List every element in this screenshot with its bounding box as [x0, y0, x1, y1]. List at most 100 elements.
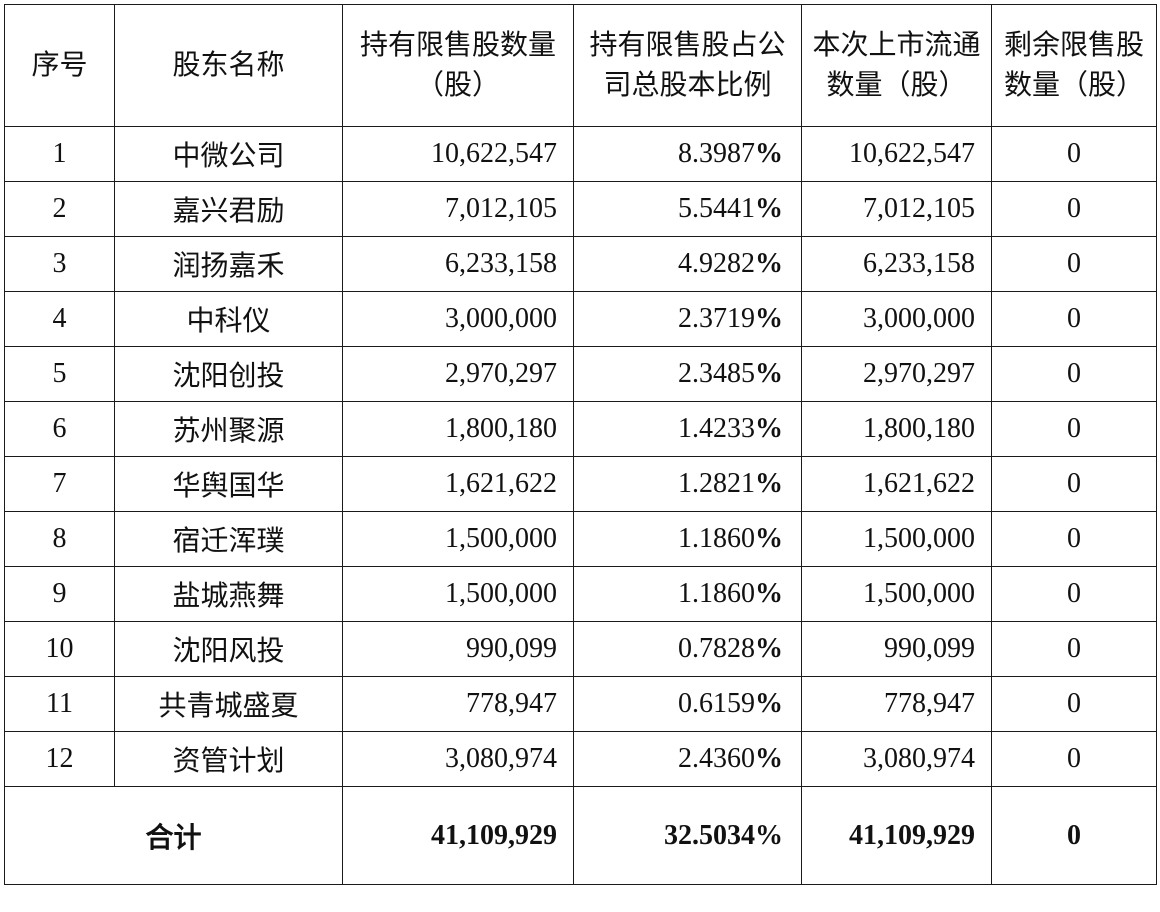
row-shareholder-name: 中微公司: [114, 126, 343, 182]
row-restricted-shares: 7,012,105: [342, 181, 574, 237]
row-no: 6: [4, 401, 115, 457]
row-listed-shares: 1,500,000: [801, 511, 992, 567]
row-remaining: 0: [991, 401, 1157, 457]
row-no: 5: [4, 346, 115, 402]
row-ratio: 1.1860%: [573, 511, 802, 567]
row-ratio: 2.3719%: [573, 291, 802, 347]
percent-sign: %: [755, 248, 783, 279]
row-shareholder-name: 华舆国华: [114, 456, 343, 512]
row-ratio: 0.6159%: [573, 676, 802, 732]
row-remaining: 0: [991, 346, 1157, 402]
table-row: 1 中微公司 10,622,547 8.3987% 10,622,547 0: [4, 126, 1157, 182]
row-listed-shares: 3,080,974: [801, 731, 992, 787]
row-no: 8: [4, 511, 115, 567]
row-ratio: 1.1860%: [573, 566, 802, 622]
ratio-value: 2.3719: [678, 303, 755, 334]
header-remaining: 剩余限售股数量（股）: [991, 4, 1157, 127]
row-ratio: 2.3485%: [573, 346, 802, 402]
row-remaining: 0: [991, 236, 1157, 292]
percent-sign: %: [755, 523, 783, 554]
table-header: 序号 股东名称 持有限售股数量（股） 持有限售股占公司总股本比例 本次上市流通数…: [4, 4, 1157, 127]
row-listed-shares: 1,621,622: [801, 456, 992, 512]
row-remaining: 0: [991, 676, 1157, 732]
row-remaining: 0: [991, 566, 1157, 622]
ratio-value: 1.2821: [678, 468, 755, 499]
total-label: 合计: [4, 786, 343, 885]
row-restricted-shares: 990,099: [342, 621, 574, 677]
percent-sign: %: [755, 688, 783, 719]
row-shareholder-name: 润扬嘉禾: [114, 236, 343, 292]
row-ratio: 8.3987%: [573, 126, 802, 182]
table-row: 4 中科仪 3,000,000 2.3719% 3,000,000 0: [4, 291, 1157, 347]
total-ratio: 32.5034%: [573, 786, 802, 885]
row-listed-shares: 3,000,000: [801, 291, 992, 347]
ratio-value: 0.7828: [678, 633, 755, 664]
row-remaining: 0: [991, 126, 1157, 182]
percent-sign: %: [755, 578, 783, 609]
row-restricted-shares: 1,500,000: [342, 566, 574, 622]
row-ratio: 0.7828%: [573, 621, 802, 677]
table-row: 11 共青城盛夏 778,947 0.6159% 778,947 0: [4, 676, 1157, 732]
row-no: 1: [4, 126, 115, 182]
row-ratio: 1.4233%: [573, 401, 802, 457]
percent-sign: %: [755, 138, 783, 169]
row-shareholder-name: 苏州聚源: [114, 401, 343, 457]
row-ratio: 2.4360%: [573, 731, 802, 787]
row-no: 11: [4, 676, 115, 732]
row-listed-shares: 7,012,105: [801, 181, 992, 237]
row-listed-shares: 1,500,000: [801, 566, 992, 622]
percent-sign: %: [755, 358, 783, 389]
total-row: 合计 41,109,929 32.5034% 41,109,929 0: [4, 786, 1157, 885]
row-ratio: 4.9282%: [573, 236, 802, 292]
table-body: 1 中微公司 10,622,547 8.3987% 10,622,547 0 2 嘉兴君励 7,…: [4, 126, 1157, 885]
row-no: 10: [4, 621, 115, 677]
percent-sign: %: [755, 743, 783, 774]
row-restricted-shares: 778,947: [342, 676, 574, 732]
row-ratio: 1.2821%: [573, 456, 802, 512]
ratio-value: 1.1860: [678, 578, 755, 609]
header-listed-shares: 本次上市流通数量（股）: [801, 4, 992, 127]
row-no: 7: [4, 456, 115, 512]
row-shareholder-name: 嘉兴君励: [114, 181, 343, 237]
total-remaining: 0: [991, 786, 1157, 885]
table-row: 9 盐城燕舞 1,500,000 1.1860% 1,500,000 0: [4, 566, 1157, 622]
row-restricted-shares: 1,621,622: [342, 456, 574, 512]
percent-sign: %: [755, 193, 783, 224]
table-row: 6 苏州聚源 1,800,180 1.4233% 1,800,180 0: [4, 401, 1157, 457]
table-row: 8 宿迁浑璞 1,500,000 1.1860% 1,500,000 0: [4, 511, 1157, 567]
ratio-value: 5.5441: [678, 193, 755, 224]
ratio-value: 2.3485: [678, 358, 755, 389]
ratio-value: 1.4233: [678, 413, 755, 444]
row-restricted-shares: 2,970,297: [342, 346, 574, 402]
header-restricted-shares: 持有限售股数量（股）: [342, 4, 574, 127]
table-row: 10 沈阳风投 990,099 0.7828% 990,099 0: [4, 621, 1157, 677]
row-shareholder-name: 沈阳创投: [114, 346, 343, 402]
row-no: 3: [4, 236, 115, 292]
row-listed-shares: 2,970,297: [801, 346, 992, 402]
table-row: 5 沈阳创投 2,970,297 2.3485% 2,970,297 0: [4, 346, 1157, 402]
row-no: 12: [4, 731, 115, 787]
row-no: 4: [4, 291, 115, 347]
total-listed-shares: 41,109,929: [801, 786, 992, 885]
header-no: 序号: [4, 4, 115, 127]
total-restricted-shares: 41,109,929: [342, 786, 574, 885]
ratio-value: 4.9282: [678, 248, 755, 279]
row-shareholder-name: 沈阳风投: [114, 621, 343, 677]
table-row: 3 润扬嘉禾 6,233,158 4.9282% 6,233,158 0: [4, 236, 1157, 292]
row-shareholder-name: 盐城燕舞: [114, 566, 343, 622]
row-remaining: 0: [991, 511, 1157, 567]
row-restricted-shares: 10,622,547: [342, 126, 574, 182]
ratio-value: 8.3987: [678, 138, 755, 169]
row-remaining: 0: [991, 621, 1157, 677]
ratio-value: 0.6159: [678, 688, 755, 719]
header-name: 股东名称: [114, 4, 343, 127]
row-restricted-shares: 6,233,158: [342, 236, 574, 292]
row-listed-shares: 10,622,547: [801, 126, 992, 182]
row-listed-shares: 990,099: [801, 621, 992, 677]
row-listed-shares: 778,947: [801, 676, 992, 732]
header-row: 序号 股东名称 持有限售股数量（股） 持有限售股占公司总股本比例 本次上市流通数…: [4, 4, 1157, 127]
row-restricted-shares: 3,080,974: [342, 731, 574, 787]
percent-sign: %: [755, 303, 783, 334]
row-no: 2: [4, 181, 115, 237]
row-listed-shares: 6,233,158: [801, 236, 992, 292]
